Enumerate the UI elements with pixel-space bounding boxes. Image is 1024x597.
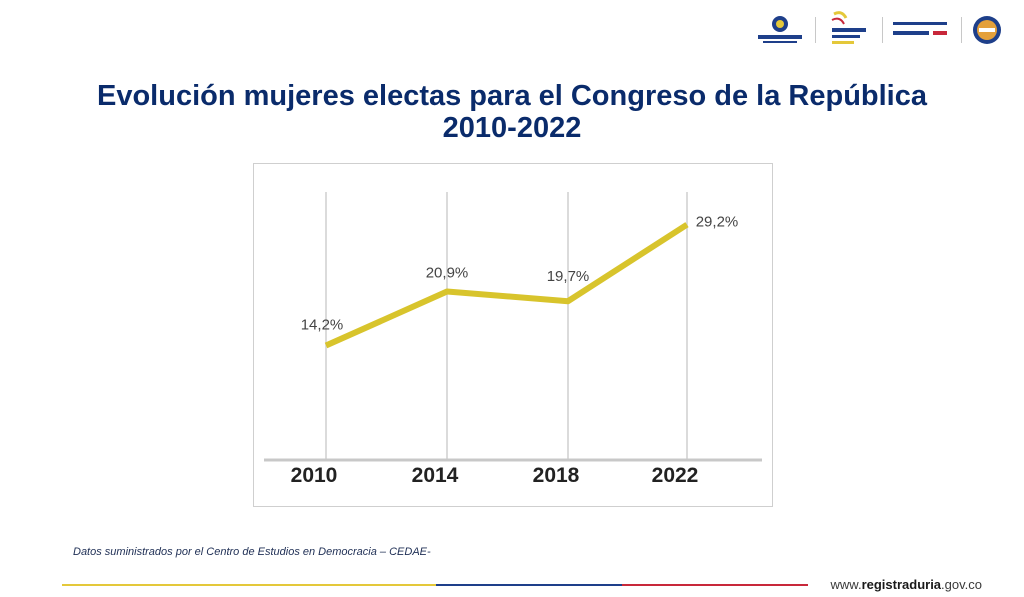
- elecciones-logo[interactable]: [826, 10, 872, 50]
- registraduria-logo[interactable]: [755, 13, 805, 47]
- footer-url-prefix: www.: [830, 577, 862, 592]
- source-note: Datos suministrados por el Centro de Est…: [73, 546, 431, 558]
- footer-url-suffix: .gov.co: [941, 577, 982, 592]
- title-line-1: Evolución mujeres electas para el Congre…: [96, 80, 927, 112]
- data-label: 19,7%: [547, 268, 590, 285]
- series-line: [324, 222, 689, 349]
- x-tick-label: 2014: [412, 464, 459, 487]
- footer-url-bold: registraduria: [861, 577, 942, 592]
- data-label: 29,2%: [696, 214, 739, 231]
- title-line-2: 2010-2022: [442, 112, 582, 144]
- x-tick-label: 2018: [533, 464, 580, 487]
- logo-divider: [882, 17, 883, 43]
- footer-line-yellow: [62, 584, 436, 586]
- x-tick-label: 2010: [291, 464, 338, 487]
- democracia-seal-logo[interactable]: [972, 15, 1002, 45]
- logo-divider: [961, 17, 962, 43]
- registraduria-siglo-xxi-logo[interactable]: [893, 19, 951, 41]
- line-chart: 14,2% 20,9% 19,7% 29,2% 2010 2014 2018 2022: [264, 192, 762, 487]
- logo-divider: [815, 17, 816, 43]
- page-title: Evolución mujeres electas para el Congre…: [0, 80, 1024, 144]
- chart-frame: 14,2% 20,9% 19,7% 29,2% 2010 2014 2018 2022: [253, 163, 773, 507]
- x-tick-label: 2022: [652, 464, 699, 487]
- data-label: 14,2%: [301, 317, 344, 334]
- footer-line-red: [622, 584, 808, 586]
- header-logos: [755, 8, 1002, 52]
- data-label: 20,9%: [426, 265, 469, 282]
- footer-line-blue: [436, 584, 622, 586]
- footer-website-link[interactable]: www.registraduria.gov.co: [831, 577, 983, 592]
